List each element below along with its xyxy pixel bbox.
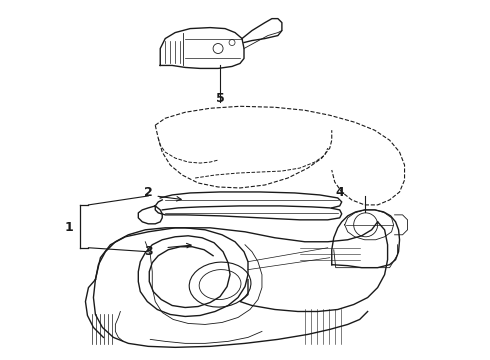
Text: 5: 5 <box>216 92 224 105</box>
Text: 3: 3 <box>144 245 152 258</box>
Polygon shape <box>332 210 399 268</box>
Polygon shape <box>138 206 162 224</box>
Polygon shape <box>242 19 282 42</box>
Text: 4: 4 <box>335 186 344 199</box>
Polygon shape <box>155 200 342 220</box>
Polygon shape <box>160 28 244 68</box>
Text: 1: 1 <box>64 221 73 234</box>
Text: 2: 2 <box>144 186 153 199</box>
